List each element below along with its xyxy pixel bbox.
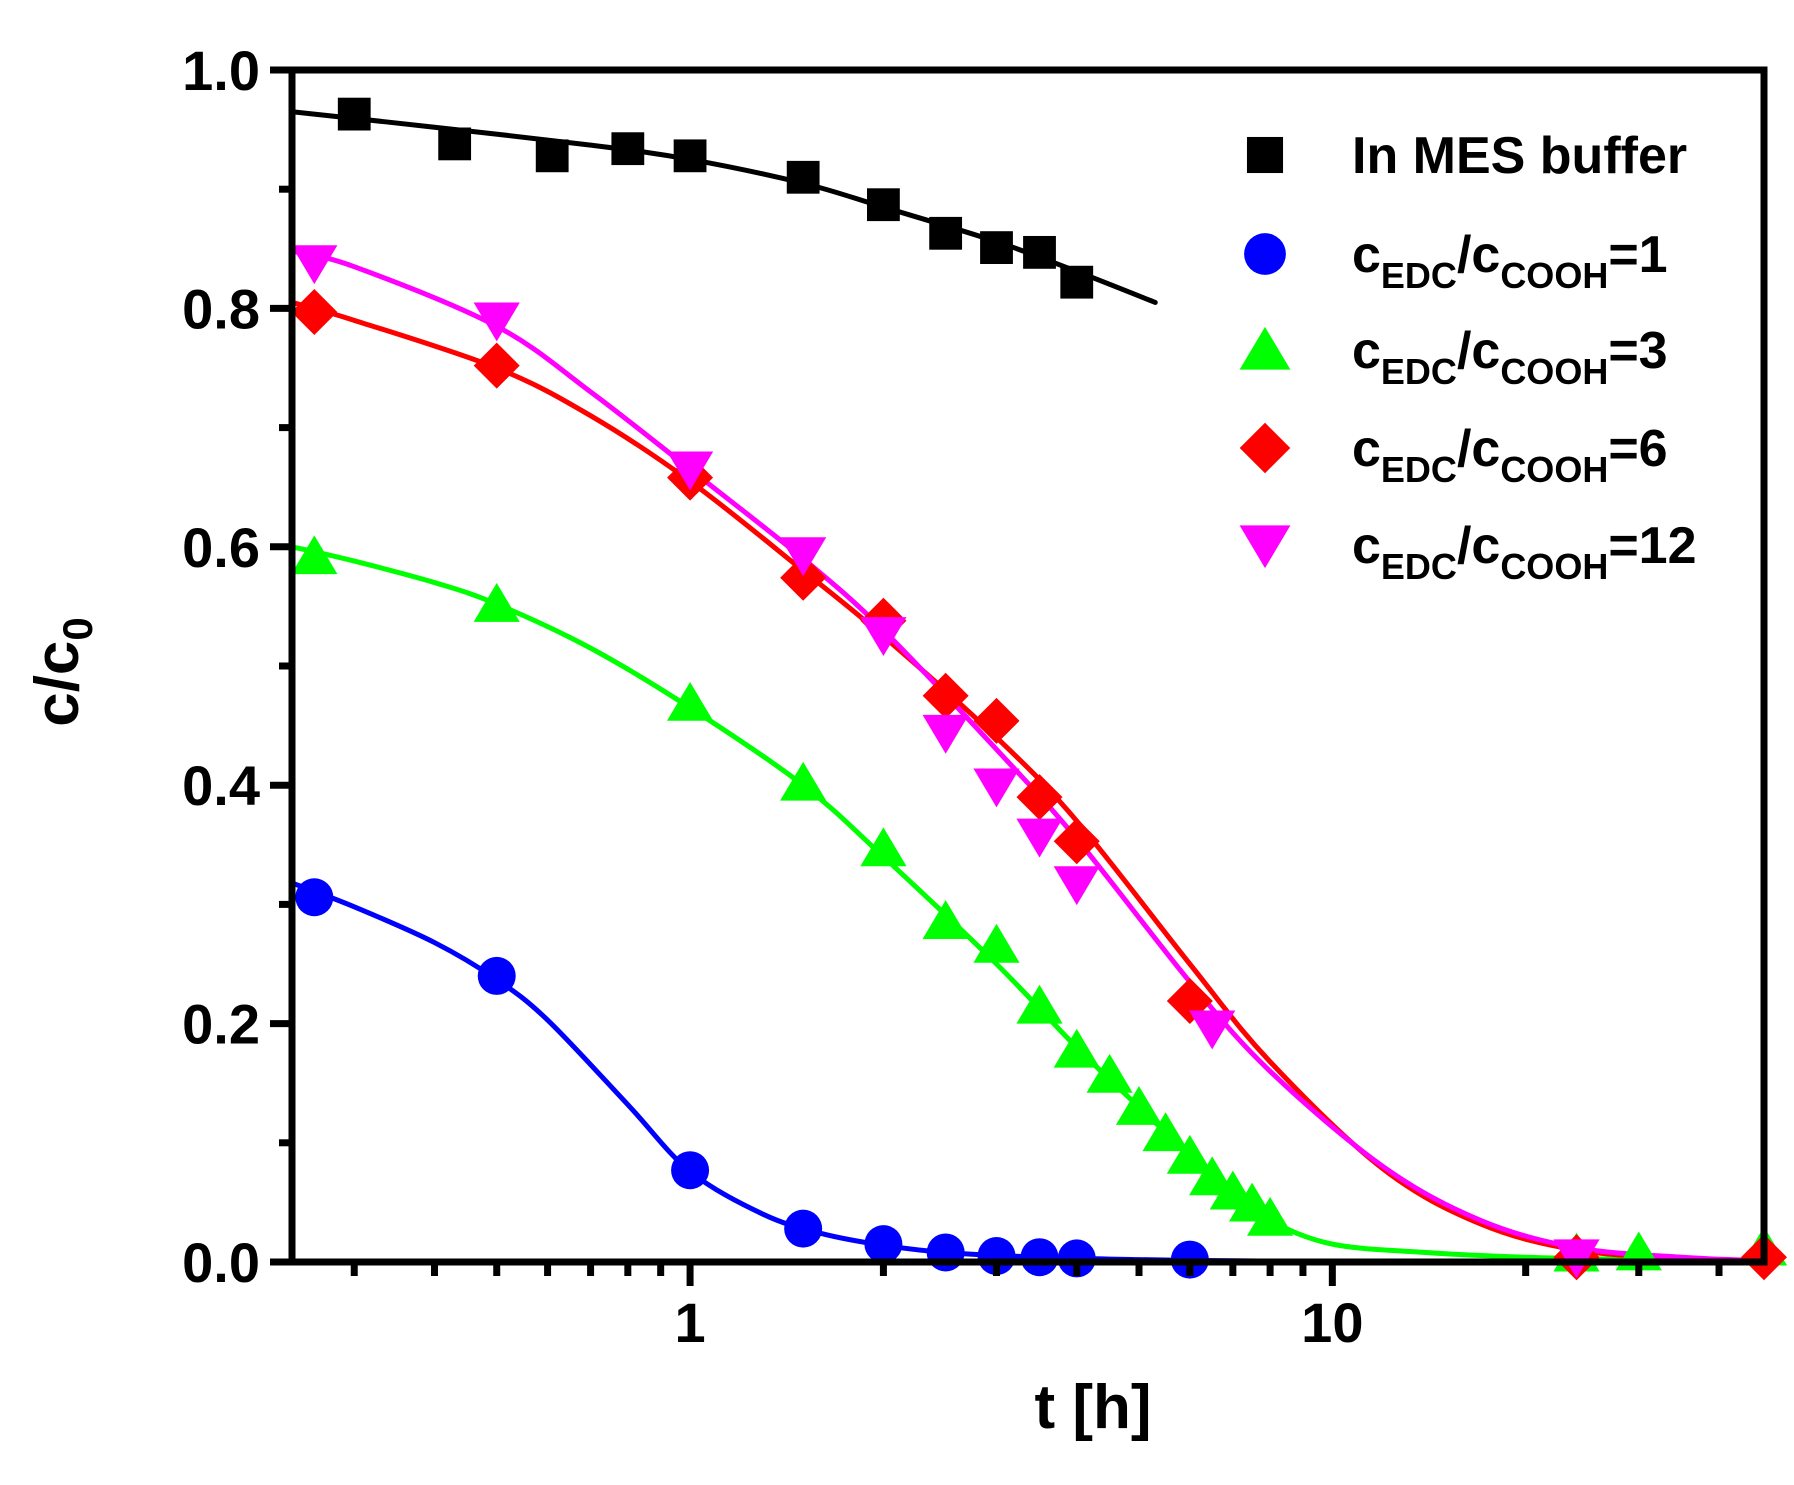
data-point-r1 <box>1020 1238 1059 1277</box>
legend-label-r6: cEDC/cCOOH=6 <box>1352 420 1668 490</box>
data-point-r3 <box>922 900 969 939</box>
legend-marker-r1 <box>1244 233 1286 275</box>
data-point-mes <box>611 132 645 166</box>
data-point-mes <box>786 160 820 194</box>
data-point-mes <box>1023 235 1056 269</box>
y-tick-label: 0.4 <box>182 754 260 817</box>
data-point-r3 <box>1189 1156 1236 1196</box>
data-point-r3 <box>473 583 520 622</box>
data-point-r1 <box>926 1233 965 1272</box>
y-tick-label: 0.0 <box>182 1231 260 1294</box>
data-point-r6 <box>1053 818 1100 865</box>
data-point-r12 <box>473 302 520 342</box>
data-point-r1 <box>1057 1239 1096 1278</box>
data-point-r3 <box>1246 1196 1294 1236</box>
y-tick-label: 0.6 <box>182 516 260 579</box>
legend-entry-mes: In MES buffer <box>1246 127 1687 185</box>
data-point-r3 <box>860 827 907 867</box>
data-point-r3 <box>291 535 338 575</box>
data-point-r12 <box>922 714 969 754</box>
legend-marker-mes <box>1246 136 1284 174</box>
data-point-r12 <box>1016 818 1063 858</box>
legend-label-r12: cEDC/cCOOH=12 <box>1352 517 1697 587</box>
data-point-r12 <box>1053 866 1100 906</box>
fit-curve-r1 <box>292 880 1466 1262</box>
legend-marker-r12 <box>1239 525 1291 569</box>
data-point-r1 <box>864 1225 903 1264</box>
data-point-r6 <box>780 554 827 601</box>
data-point-r3 <box>1142 1112 1189 1152</box>
y-axis-title: c/c0 <box>23 617 101 727</box>
legend-entry-r1: cEDC/cCOOH=1 <box>1244 226 1668 296</box>
data-point-r12 <box>860 617 907 657</box>
data-point-r6 <box>1016 774 1063 821</box>
data-points-layer <box>291 97 1788 1281</box>
fit-curve-r3 <box>292 544 1764 1262</box>
fit-curve-r12 <box>292 248 1764 1262</box>
legend-entry-r12: cEDC/cCOOH=12 <box>1239 517 1697 587</box>
data-point-mes <box>535 139 569 173</box>
legend-marker-r6 <box>1239 422 1291 474</box>
legend-marker-r3 <box>1239 326 1291 370</box>
legend-label-r1: cEDC/cCOOH=1 <box>1352 226 1668 296</box>
data-point-r6 <box>473 342 520 389</box>
data-point-r3 <box>973 923 1020 963</box>
data-point-r12 <box>973 768 1020 808</box>
legend-label-r3: cEDC/cCOOH=3 <box>1352 322 1668 392</box>
y-tick-label: 1.0 <box>182 39 260 102</box>
data-point-mes <box>867 188 900 222</box>
y-tick-label: 0.8 <box>182 277 260 340</box>
data-point-r1 <box>784 1209 823 1248</box>
y-tick-label: 0.2 <box>182 993 260 1056</box>
data-point-r3 <box>1016 984 1063 1024</box>
data-point-r3 <box>1115 1086 1163 1125</box>
data-point-r3 <box>1053 1028 1100 1068</box>
data-point-r3 <box>1086 1053 1133 1093</box>
axes-layer: 0.0 0.2 0.4 0.6 0.8 1.0 1 10 t [h] c/c0 <box>23 39 1768 1442</box>
data-point-mes <box>1060 265 1094 299</box>
data-point-mes <box>929 216 963 250</box>
data-point-r1 <box>477 956 516 995</box>
x-tick-label: 1 <box>674 1291 705 1354</box>
data-point-mes <box>438 127 472 161</box>
data-point-r6 <box>291 288 338 335</box>
data-point-r12 <box>1189 1010 1236 1050</box>
data-point-r12 <box>780 537 827 577</box>
data-point-r1 <box>671 1151 710 1190</box>
data-point-mes <box>980 231 1013 265</box>
data-point-r3 <box>666 681 714 721</box>
x-tick-label: 10 <box>1301 1291 1363 1354</box>
data-point-r3 <box>780 761 827 801</box>
data-point-r12 <box>291 245 338 285</box>
data-point-r1 <box>295 878 334 917</box>
data-point-r12 <box>666 451 714 491</box>
data-point-r3 <box>1166 1134 1213 1174</box>
data-point-r6 <box>922 672 969 719</box>
data-point-r1 <box>977 1237 1016 1276</box>
legend-label-mes: In MES buffer <box>1352 127 1687 185</box>
data-point-r6 <box>973 697 1020 744</box>
legend: In MES buffer cEDC/cCOOH=1 cEDC/cCOOH=3 cED… <box>1239 127 1697 587</box>
x-axis-title: t [h] <box>1034 1373 1151 1442</box>
legend-entry-r6: cEDC/cCOOH=6 <box>1239 420 1668 490</box>
fit-curve-mes <box>292 109 1158 305</box>
legend-entry-r3: cEDC/cCOOH=3 <box>1239 322 1668 392</box>
data-point-mes <box>673 139 707 173</box>
data-point-mes <box>337 97 371 131</box>
